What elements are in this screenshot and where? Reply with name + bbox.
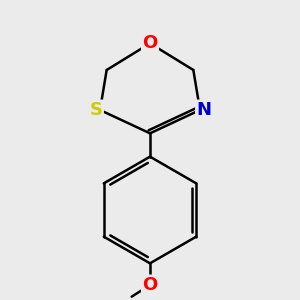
Text: O: O [142, 34, 158, 52]
Text: S: S [89, 101, 103, 119]
Text: N: N [196, 101, 211, 119]
Text: O: O [142, 276, 158, 294]
